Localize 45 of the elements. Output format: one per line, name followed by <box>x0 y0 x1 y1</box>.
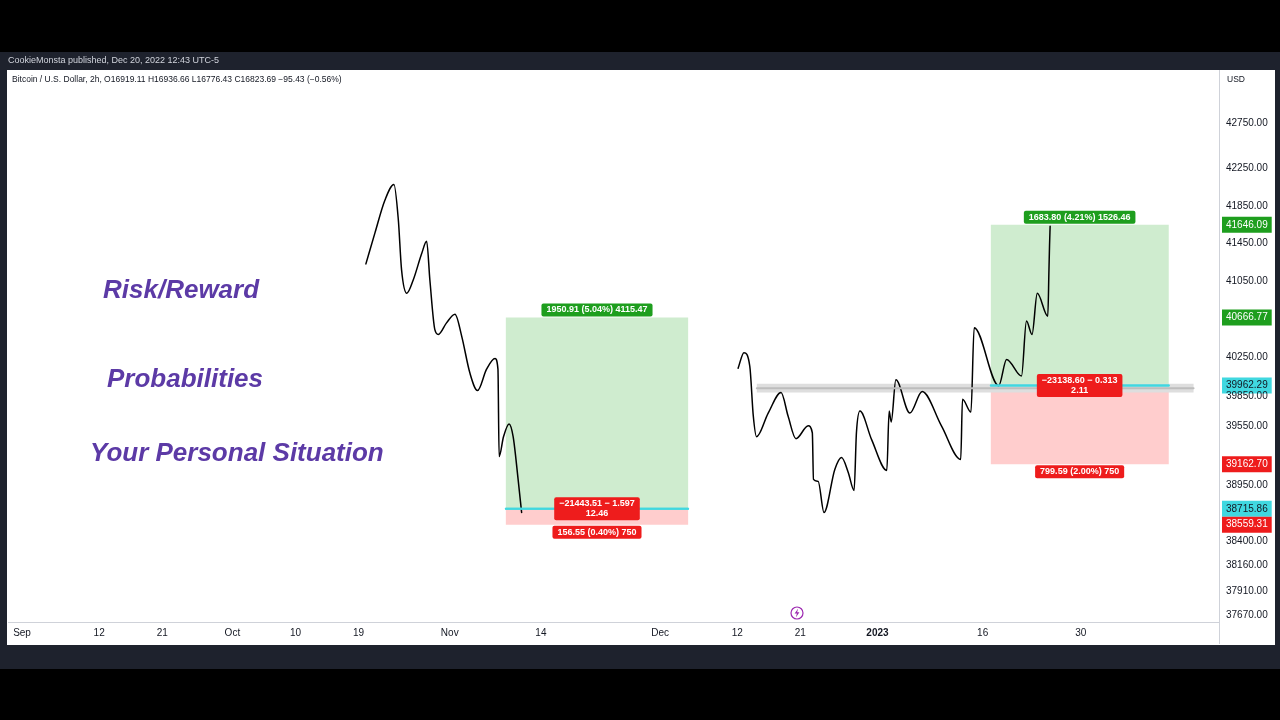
y-tick-label: 41050.00 <box>1226 274 1269 286</box>
y-tick-label: 39162.70 <box>1226 457 1269 469</box>
annotation: Risk/Reward <box>103 274 261 305</box>
x-tick-label: 10 <box>289 626 302 638</box>
y-tick-label: 39850.00 <box>1226 390 1269 402</box>
x-tick-label: Oct <box>224 626 241 638</box>
annotation: 1683.80 (4.21%) 1526.46 <box>1028 211 1131 222</box>
y-tick-label: 39962.29 <box>1226 379 1269 391</box>
y-tick-label: 37670.00 <box>1226 609 1269 621</box>
annotation: Probabilities <box>107 363 264 394</box>
annotation: −21443.51 − 1.597 12.46 <box>559 498 635 519</box>
annotation: 1950.91 (5.04%) 4115.47 <box>546 304 648 315</box>
x-tick-label: 12 <box>731 626 744 638</box>
y-tick-label: 42750.00 <box>1226 116 1269 128</box>
x-tick-label: 16 <box>977 626 989 638</box>
x-tick-label: 12 <box>93 626 106 638</box>
x-tick-label: Sep <box>13 626 32 638</box>
x-tick-label: 30 <box>1075 626 1087 638</box>
x-tick-label: 14 <box>535 626 547 638</box>
x-tick-label: Nov <box>440 626 459 638</box>
y-tick-label: 41646.09 <box>1226 218 1269 230</box>
y-tick-label: 38400.00 <box>1226 534 1269 546</box>
x-tick-label: 21 <box>794 626 807 638</box>
text: Bitcoin / U.S. Dollar, 2h, O16919.11 H16936.66 L16776.43 C16823.69 −95.43 (−0.56%) <box>12 74 342 85</box>
y-axis-title: USD <box>1227 74 1245 85</box>
x-tick-label: Dec <box>651 626 669 638</box>
annotation: 156.55 (0.40%) 750 <box>557 526 637 537</box>
y-tick-label: 40250.00 <box>1226 351 1269 363</box>
y-tick-label: 38715.86 <box>1226 502 1269 514</box>
y-tick-label: 41450.00 <box>1226 236 1269 248</box>
y-tick-label: 42250.00 <box>1226 162 1269 174</box>
y-tick-label: 40666.77 <box>1226 311 1269 323</box>
y-tick-label: 38160.00 <box>1226 558 1269 570</box>
chart-subtitle: CookieMonsta published, Dec 20, 2022 12:43 UTC-5 <box>8 55 220 66</box>
annotation: −23138.60 − 0.313 2.11 <box>1041 374 1118 395</box>
y-tick-label: 41850.00 <box>1226 199 1269 211</box>
annotation: Your Personal Situation <box>90 437 384 468</box>
y-tick-label: 39550.00 <box>1226 419 1269 431</box>
x-tick-label: 21 <box>156 626 169 638</box>
annotation: 799.59 (2.00%) 750 <box>1040 466 1120 477</box>
x-tick-label: 2023 <box>866 626 890 638</box>
y-tick-label: 38559.31 <box>1226 518 1269 530</box>
x-tick-label: 19 <box>353 626 365 638</box>
y-tick-label: 37910.00 <box>1226 584 1269 596</box>
y-tick-label: 38950.00 <box>1226 479 1269 491</box>
